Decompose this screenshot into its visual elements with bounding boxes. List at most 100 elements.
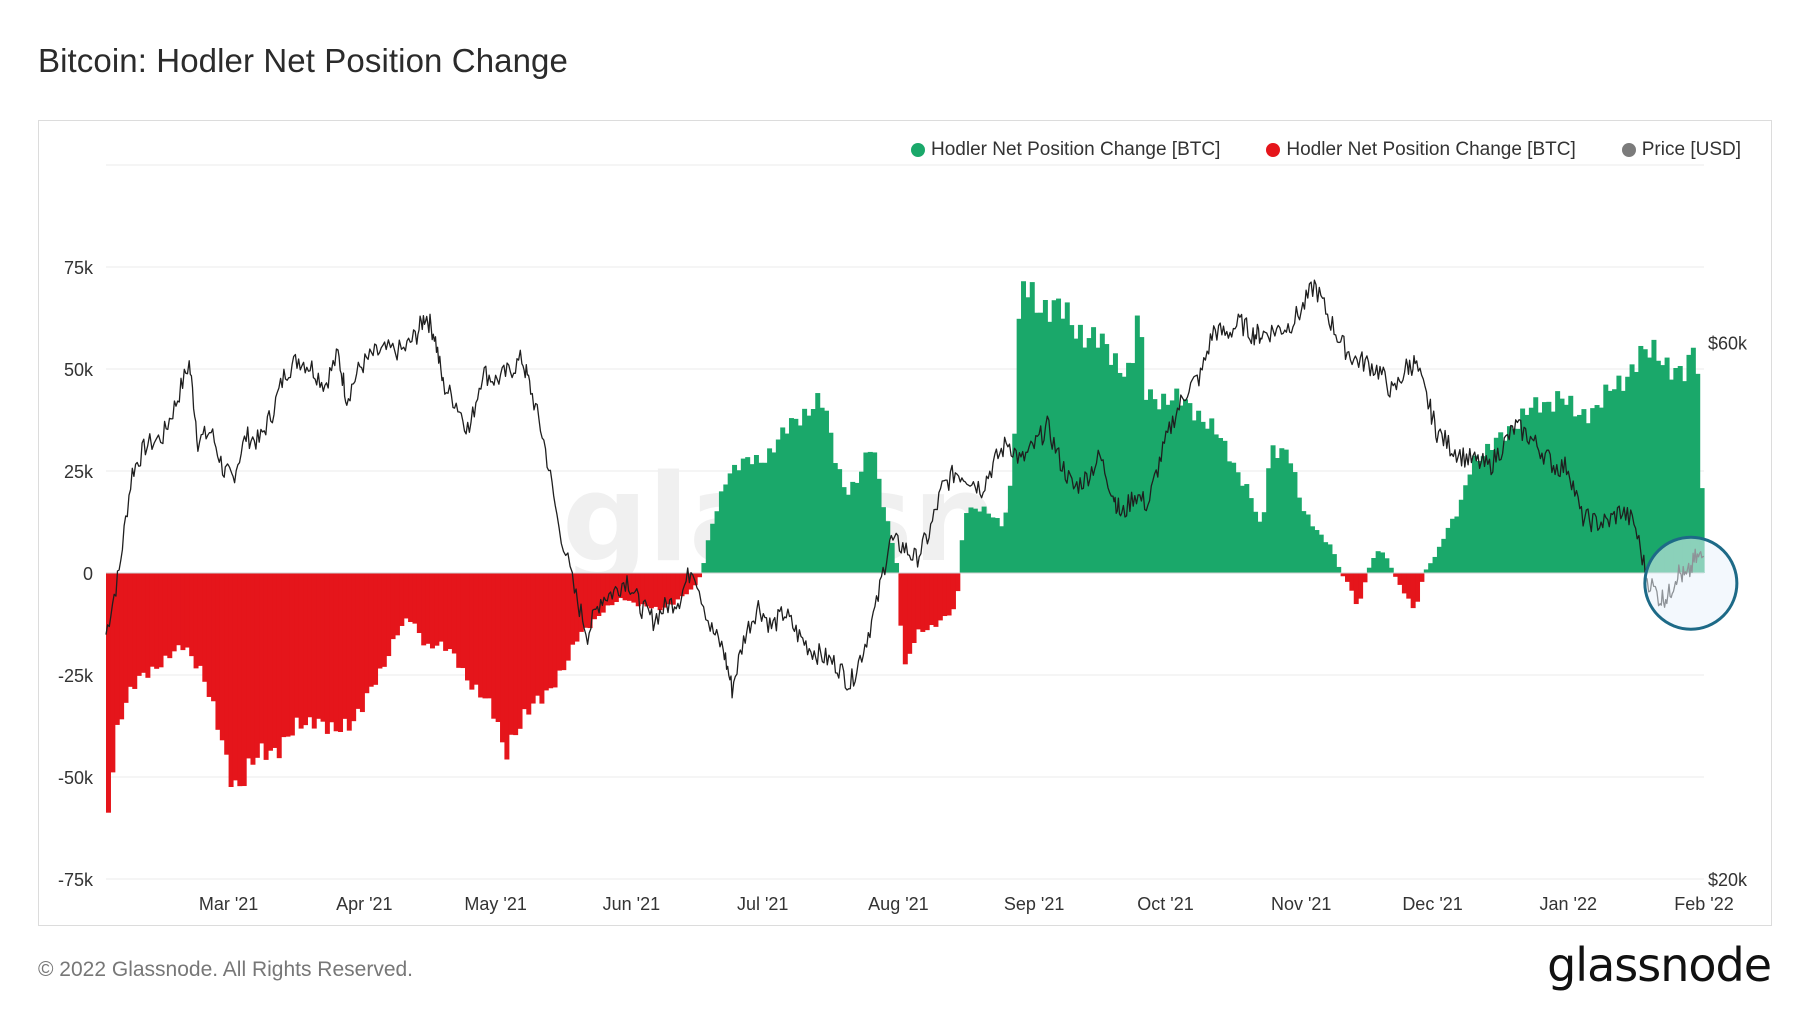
bar-positive	[876, 478, 882, 573]
bar-positive	[885, 521, 891, 573]
bar-positive	[1432, 556, 1438, 573]
legend-item-negative[interactable]: Hodler Net Position Change [BTC]	[1266, 139, 1576, 161]
bar-positive	[1051, 300, 1057, 573]
bar-positive	[1283, 449, 1289, 573]
bar-positive	[1546, 401, 1552, 573]
bar-positive	[1222, 440, 1228, 573]
bar-negative	[526, 573, 532, 715]
bar-negative	[1410, 573, 1416, 609]
bar-positive	[968, 507, 974, 573]
legend-item-price[interactable]: Price [USD]	[1621, 139, 1741, 161]
bar-negative	[246, 573, 252, 759]
bar-positive	[1248, 498, 1254, 573]
bar-positive	[1515, 428, 1521, 573]
bar-positive	[841, 487, 847, 573]
bar-negative	[697, 573, 703, 578]
bar-negative	[605, 573, 611, 606]
bar-positive	[1629, 364, 1635, 573]
bar-negative	[937, 573, 943, 621]
bar-negative	[1349, 573, 1355, 591]
bar-positive	[1143, 399, 1149, 573]
bar-negative	[189, 573, 195, 657]
bar-positive	[1682, 381, 1688, 573]
bar-positive	[1366, 567, 1372, 573]
bar-positive	[1056, 298, 1062, 573]
bar-positive	[788, 418, 794, 573]
bar-positive	[1292, 472, 1298, 573]
legend-item-positive[interactable]: Hodler Net Position Change [BTC]	[911, 139, 1220, 161]
bar-positive	[736, 470, 742, 573]
bar-negative	[591, 573, 597, 620]
bar-negative	[552, 573, 558, 688]
bar-positive	[1506, 426, 1512, 573]
bar-negative	[500, 573, 506, 743]
bar-negative	[635, 573, 641, 607]
bar-negative	[202, 573, 208, 682]
bar-negative	[583, 573, 589, 628]
bar-negative	[176, 573, 182, 646]
bar-negative	[359, 573, 365, 713]
bar-positive	[1003, 512, 1009, 573]
bar-negative	[307, 573, 313, 718]
bar-positive	[802, 408, 808, 573]
bar-negative	[460, 573, 466, 669]
bar-negative	[237, 573, 243, 787]
bar-negative	[272, 573, 278, 748]
bar-positive	[1169, 400, 1175, 573]
x-tick-label: May '21	[464, 894, 526, 914]
bar-negative	[162, 573, 168, 656]
y-left-tick-label: -50k	[58, 768, 94, 788]
bar-positive	[1598, 407, 1604, 573]
bar-positive	[797, 425, 803, 573]
bar-positive	[1196, 410, 1202, 573]
bar-negative	[425, 573, 431, 644]
bar-negative	[504, 573, 510, 760]
bar-negative	[259, 573, 265, 744]
bar-positive	[1612, 389, 1618, 573]
bar-negative	[285, 573, 291, 737]
x-tick-label: Oct '21	[1137, 894, 1193, 914]
bar-positive	[1463, 485, 1469, 573]
bar-positive	[1493, 437, 1499, 573]
bar-negative	[535, 573, 541, 696]
bar-negative	[631, 573, 637, 603]
bar-positive	[880, 507, 886, 573]
bar-positive	[1594, 405, 1600, 573]
bar-positive	[1651, 339, 1657, 573]
glassnode-logo[interactable]: glassnode	[1547, 938, 1772, 992]
bar-negative	[294, 573, 300, 718]
bar-positive	[1165, 404, 1171, 573]
chart-frame	[38, 120, 1772, 926]
bar-negative	[955, 573, 961, 592]
bar-positive	[1270, 445, 1276, 573]
bar-positive	[1064, 302, 1070, 573]
bar-positive	[964, 513, 970, 573]
bar-negative	[626, 573, 632, 601]
bar-positive	[1480, 456, 1486, 573]
bar-positive	[1073, 338, 1079, 573]
bar-positive	[1301, 511, 1307, 573]
bar-negative	[478, 573, 484, 698]
bar-positive	[1108, 364, 1114, 573]
bar-negative	[1393, 573, 1399, 577]
bar-positive	[1029, 282, 1035, 573]
bar-negative	[596, 573, 602, 616]
bar-negative	[412, 573, 418, 624]
bar-negative	[920, 573, 926, 632]
bar-negative	[228, 573, 234, 788]
bar-negative	[106, 573, 111, 813]
bar-negative	[438, 573, 444, 642]
bar-negative	[333, 573, 339, 732]
bar-positive	[1099, 333, 1105, 573]
bar-positive	[732, 464, 738, 573]
bar-negative	[600, 573, 606, 613]
bar-positive	[1117, 372, 1123, 573]
x-tick-label: Jul '21	[737, 894, 788, 914]
bar-positive	[1559, 398, 1565, 573]
bar-negative	[254, 573, 260, 758]
bar-positive	[1235, 472, 1241, 573]
bar-positive	[775, 439, 781, 573]
bar-positive	[1638, 345, 1644, 573]
bar-positive	[1314, 530, 1320, 573]
